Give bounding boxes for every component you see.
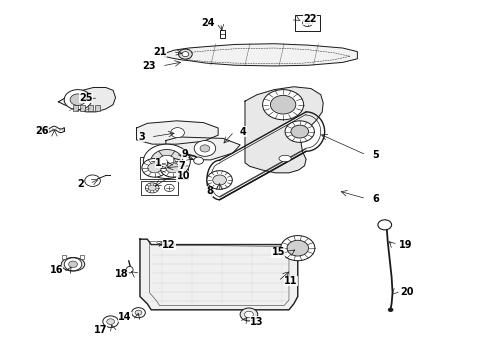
Circle shape (194, 140, 216, 156)
Polygon shape (58, 87, 116, 112)
Text: 16: 16 (50, 265, 63, 275)
Circle shape (64, 90, 92, 110)
Circle shape (142, 158, 167, 177)
Circle shape (194, 157, 203, 164)
Circle shape (166, 163, 179, 173)
Ellipse shape (126, 266, 133, 273)
Circle shape (388, 308, 393, 312)
Circle shape (151, 149, 183, 173)
Text: 21: 21 (153, 46, 167, 57)
Circle shape (135, 310, 142, 315)
Circle shape (144, 144, 190, 179)
Text: 19: 19 (399, 240, 413, 250)
Circle shape (69, 261, 77, 267)
Circle shape (378, 220, 392, 230)
Circle shape (285, 121, 315, 142)
Bar (220, 30, 225, 38)
Circle shape (160, 158, 185, 177)
Text: 3: 3 (138, 132, 145, 142)
Text: 18: 18 (115, 269, 129, 279)
Bar (80, 105, 85, 111)
Text: 23: 23 (143, 61, 156, 71)
Text: 11: 11 (284, 276, 297, 286)
Circle shape (213, 175, 226, 185)
Text: 15: 15 (271, 247, 285, 257)
Circle shape (64, 258, 82, 271)
FancyBboxPatch shape (295, 15, 320, 31)
Circle shape (85, 175, 100, 186)
Circle shape (182, 51, 189, 57)
Circle shape (107, 319, 115, 324)
Circle shape (70, 94, 86, 105)
Text: 26: 26 (35, 126, 49, 135)
Circle shape (303, 19, 313, 27)
Circle shape (291, 125, 309, 138)
Text: 17: 17 (94, 325, 107, 335)
Ellipse shape (279, 155, 291, 162)
Text: 25: 25 (79, 93, 93, 103)
Text: 6: 6 (372, 194, 379, 204)
Bar (73, 105, 78, 111)
Polygon shape (245, 87, 323, 173)
Ellipse shape (61, 257, 85, 271)
Circle shape (207, 171, 232, 189)
Polygon shape (164, 44, 357, 66)
Text: 14: 14 (118, 312, 132, 322)
Text: 2: 2 (77, 179, 84, 189)
Circle shape (171, 128, 184, 138)
Circle shape (164, 184, 174, 192)
Text: 1: 1 (155, 158, 162, 168)
Polygon shape (140, 239, 298, 310)
Polygon shape (166, 137, 240, 160)
Text: 7: 7 (179, 161, 185, 171)
Circle shape (270, 95, 296, 114)
Text: 22: 22 (304, 14, 317, 24)
FancyBboxPatch shape (142, 181, 178, 195)
Circle shape (178, 49, 192, 59)
Circle shape (281, 235, 315, 261)
Text: 10: 10 (176, 171, 190, 181)
Text: 8: 8 (206, 186, 213, 197)
Circle shape (132, 308, 146, 318)
Circle shape (245, 311, 253, 318)
Circle shape (159, 155, 175, 167)
Text: 12: 12 (162, 239, 175, 249)
Bar (62, 255, 66, 259)
Text: 20: 20 (400, 287, 414, 297)
Text: 4: 4 (240, 127, 247, 136)
Circle shape (287, 240, 309, 256)
Circle shape (148, 185, 156, 191)
Text: 13: 13 (250, 317, 264, 327)
Text: 9: 9 (181, 149, 188, 159)
Polygon shape (137, 121, 218, 144)
Circle shape (146, 183, 159, 193)
Text: 24: 24 (201, 18, 215, 28)
Text: 5: 5 (372, 150, 379, 160)
Circle shape (200, 145, 210, 152)
Bar (80, 255, 84, 259)
Bar (95, 105, 100, 111)
Bar (88, 105, 93, 111)
Circle shape (263, 90, 304, 120)
Circle shape (103, 316, 119, 327)
Circle shape (148, 163, 161, 173)
Circle shape (240, 308, 258, 321)
